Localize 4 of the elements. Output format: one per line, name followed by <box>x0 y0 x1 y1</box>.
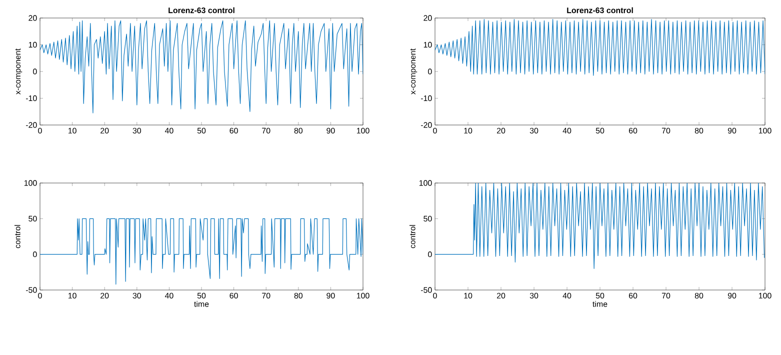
line-series <box>435 183 765 269</box>
line-series <box>40 218 364 285</box>
line-series <box>435 19 766 76</box>
line-series <box>40 20 364 114</box>
